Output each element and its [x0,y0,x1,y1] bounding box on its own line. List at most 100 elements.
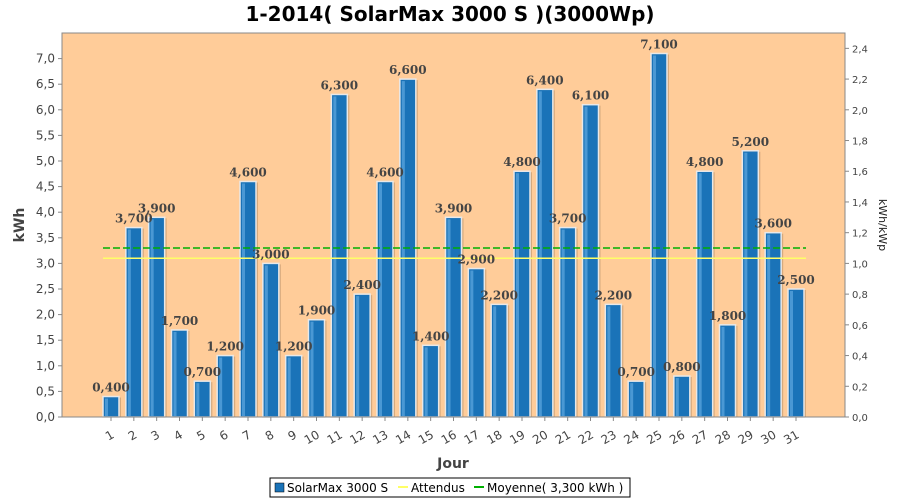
y-axis-title: kWh [12,208,28,243]
bar-highlight [447,219,451,416]
y-tick-label: 0,5 [36,384,55,398]
x-tick-label: 29 [736,427,756,447]
data-label: 3,700 [115,212,153,226]
y-right-tick-label: 2,2 [852,75,868,86]
bar-highlight [767,234,771,416]
data-label: 0,700 [617,365,655,379]
x-tick-label: 18 [484,427,504,447]
data-label: 4,800 [503,155,541,169]
y-axis-right-title: kWh/kWp [876,199,889,251]
y-right-tick-label: 0,2 [852,382,868,393]
bar-highlight [127,229,131,416]
y-right-tick-label: 0,8 [852,290,868,301]
bar-highlight [333,96,337,416]
bar-highlight [470,270,474,416]
x-tick-label: 27 [690,427,710,447]
bar-highlight [310,321,314,416]
data-label: 1,200 [275,340,313,354]
x-tick-label: 15 [416,427,436,447]
x-tick-label: 28 [713,427,733,447]
bar-highlight [105,398,108,416]
x-tick-label: 14 [393,427,413,447]
y-right-tick-label: 1,2 [852,229,868,240]
x-tick-label: 16 [439,427,459,447]
bar-highlight [242,183,245,416]
data-label: 6,300 [321,78,359,92]
data-label: 2,500 [777,273,815,287]
bar-highlight [493,306,497,416]
bar-highlight [653,55,656,416]
y-tick-label: 0,0 [36,410,55,424]
legend-label-average: Moyenne( 3,300 kWh ) [487,481,623,495]
bar-highlight [790,291,793,416]
y-tick-label: 5,0 [36,154,55,168]
data-label: 0,800 [663,360,701,374]
x-tick-label: 11 [325,427,345,447]
chart-title: 1-2014( SolarMax 3000 S )(3000Wp) [245,2,654,26]
x-tick-label: 3 [149,427,163,443]
data-label: 5,200 [732,135,770,149]
data-label: 2,900 [458,253,496,267]
bar-highlight [630,383,634,416]
x-tick-label: 17 [462,427,482,447]
legend-label-series: SolarMax 3000 S [287,481,388,495]
data-label: 1,700 [161,314,199,328]
y-tick-label: 3,0 [36,256,55,270]
x-tick-label: 4 [171,427,185,443]
y-tick-label: 4,0 [36,205,55,219]
legend-swatch-series [274,482,285,493]
y-right-tick-label: 1,6 [852,167,868,178]
data-label: 3,900 [435,201,473,215]
data-label-group: 0,4003,7003,9001,7000,7001,2004,6003,000… [92,37,815,394]
data-label: 3,000 [252,247,290,261]
reference-lines [103,247,806,260]
data-label: 0,700 [184,365,222,379]
y-tick-label: 3,5 [36,231,55,245]
y-tick-label: 6,0 [36,103,55,117]
bar-highlight [150,219,154,416]
x-tick-label: 26 [667,427,687,447]
x-tick-label: 5 [194,427,208,443]
x-tick-label: 10 [302,427,322,447]
x-tick-label: 22 [576,427,596,447]
y-tick-label: 7,0 [36,52,55,66]
data-label: 7,100 [640,37,678,51]
bar-highlight [721,326,725,416]
y-tick-label: 1,0 [36,359,55,373]
data-label: 1,900 [298,304,336,318]
bar-highlight [356,296,360,416]
bar-highlight [516,173,519,416]
x-tick-label: 30 [758,427,778,447]
x-tick-label: 23 [599,427,619,447]
legend-box [269,477,631,498]
y-right-tick-label: 1,0 [852,259,868,270]
x-tick-label: 1 [103,427,117,443]
bar-highlight [607,306,611,416]
data-label: 2,400 [343,278,381,292]
legend: SolarMax 3000 S Attendus Moyenne( 3,300 … [269,477,631,498]
data-label: 4,600 [366,165,404,179]
bar-highlight [675,378,679,416]
x-tick-label: 9 [286,427,300,443]
data-label: 3,900 [138,201,176,215]
bar-highlight [561,229,565,416]
x-tick-label: 21 [553,427,573,447]
y-tick-label: 2,0 [36,308,55,322]
bar-highlight [219,357,223,416]
x-tick-label: 31 [781,427,801,447]
data-label: 4,800 [686,155,724,169]
bar-highlight [744,152,748,416]
y-right-tick-label: 1,8 [852,137,868,148]
bar-highlight [264,265,268,416]
y-tick-label: 2,5 [36,282,55,296]
x-axis-title: Jour [436,456,469,472]
x-tick-label: 25 [644,427,664,447]
data-label: 4,600 [229,165,267,179]
data-label: 0,400 [92,381,130,395]
x-tick-label: 13 [370,427,390,447]
y-right-tick-label: 0,6 [852,321,868,332]
legend-label-expected: Attendus [411,481,465,495]
x-tick-label: 19 [507,427,527,447]
bar-highlight [173,331,177,416]
